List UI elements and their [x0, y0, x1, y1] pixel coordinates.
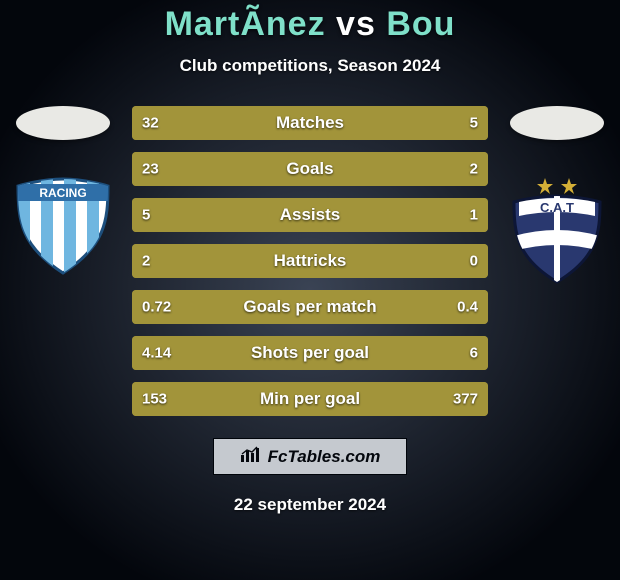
- stat-bar-fill-left: [132, 152, 460, 186]
- stat-value-left: 32: [142, 115, 159, 132]
- stat-value-left: 153: [142, 391, 167, 408]
- left-side-column: RACING: [8, 106, 118, 281]
- stat-value-left: 0.72: [142, 299, 171, 316]
- footer-logo: FcTables.com: [213, 438, 408, 475]
- stat-value-right: 6: [470, 345, 478, 362]
- title-player2: Bou: [386, 5, 455, 43]
- subtitle: Club competitions, Season 2024: [180, 56, 441, 76]
- stat-bar: 153377Min per goal: [132, 382, 488, 416]
- talleres-crest-icon: C.A.T: [507, 176, 607, 286]
- crest-left-text: RACING: [39, 186, 86, 200]
- stat-value-left: 4.14: [142, 345, 171, 362]
- player1-oval: [16, 106, 110, 140]
- stat-bar-fill-right: [438, 106, 488, 140]
- stat-bar-fill-right: [235, 382, 488, 416]
- stat-bar: 20Hattricks: [132, 244, 488, 278]
- stat-value-left: 5: [142, 207, 150, 224]
- stat-value-left: 2: [142, 253, 150, 270]
- stat-value-right: 5: [470, 115, 478, 132]
- crest-right-text: C.A.T: [540, 200, 574, 215]
- stat-value-right: 1: [470, 207, 478, 224]
- crest-right-wrap: C.A.T: [507, 176, 607, 291]
- stats-bars: 325Matches232Goals51Assists20Hattricks0.…: [118, 106, 502, 416]
- stat-bar-fill-right: [427, 198, 488, 232]
- stat-bar: 0.720.4Goals per match: [132, 290, 488, 324]
- stat-bar-fill-left: [132, 106, 438, 140]
- stat-bar-fill-right: [278, 336, 488, 370]
- stat-bar-fill-left: [132, 198, 427, 232]
- crest-left-wrap: RACING: [13, 176, 113, 281]
- title-player1: MartÃ­nez: [165, 5, 326, 43]
- racing-club-crest-icon: RACING: [13, 176, 113, 276]
- stat-bar-fill-left: [132, 244, 488, 278]
- stat-value-right: 0.4: [457, 299, 478, 316]
- stat-bar: 51Assists: [132, 198, 488, 232]
- fctables-chart-icon: [240, 445, 262, 468]
- stat-value-left: 23: [142, 161, 159, 178]
- player2-oval: [510, 106, 604, 140]
- stat-value-right: 2: [470, 161, 478, 178]
- stat-value-right: 377: [453, 391, 478, 408]
- stat-bar: 232Goals: [132, 152, 488, 186]
- stat-value-right: 0: [470, 253, 478, 270]
- stat-bar: 4.146Shots per goal: [132, 336, 488, 370]
- footer-date: 22 september 2024: [234, 495, 386, 515]
- stat-bar: 325Matches: [132, 106, 488, 140]
- stars-icon: [537, 178, 577, 194]
- footer-logo-text: FcTables.com: [268, 447, 381, 467]
- right-side-column: C.A.T: [502, 106, 612, 291]
- page-title: MartÃ­nez vs Bou: [165, 5, 456, 44]
- title-vs: vs: [336, 5, 376, 43]
- main-row: RACING 325Matches232Goals51Assists20Hatt…: [0, 106, 620, 416]
